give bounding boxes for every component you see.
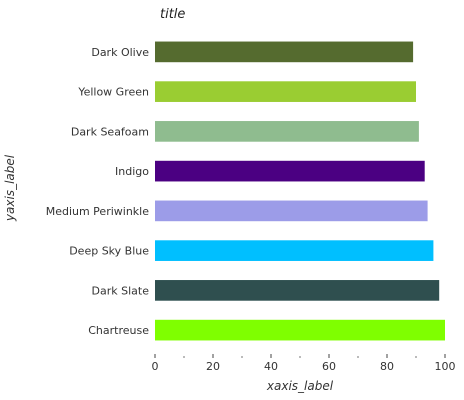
x-axis-label: xaxis_label xyxy=(266,379,334,393)
category-label: Yellow Green xyxy=(77,86,149,99)
bars-group xyxy=(155,41,445,341)
x-tick-label: 80 xyxy=(380,360,394,373)
x-tick-label: 100 xyxy=(435,360,456,373)
x-axis: 0 20 40 60 80 100 xyxy=(152,354,456,373)
bar-chartreuse xyxy=(155,319,445,341)
category-label: Medium Periwinkle xyxy=(46,205,150,218)
x-tick-label: 20 xyxy=(206,360,220,373)
bar-deep-sky-blue xyxy=(155,240,434,261)
x-tick-label: 60 xyxy=(322,360,336,373)
bar-yellow-green xyxy=(155,81,416,102)
bar-dark-slate xyxy=(155,280,440,301)
category-label: Indigo xyxy=(115,165,149,178)
x-tick-label: 40 xyxy=(264,360,278,373)
category-label: Dark Seafoam xyxy=(71,125,149,138)
bar-dark-seafoam xyxy=(155,121,419,142)
category-label: Deep Sky Blue xyxy=(69,245,149,258)
bar-indigo xyxy=(155,160,425,182)
category-labels: Dark Olive Yellow Green Dark Seafoam Indigo… xyxy=(46,46,150,337)
category-label: Chartreuse xyxy=(88,324,149,337)
category-label: Dark Slate xyxy=(92,284,150,297)
y-axis-label: yaxis_label xyxy=(3,154,17,222)
bar-medium-periwinkle xyxy=(155,200,428,222)
category-label: Dark Olive xyxy=(91,46,149,59)
bar-dark-olive xyxy=(155,41,414,63)
chart-title: title xyxy=(160,7,185,22)
x-tick-label: 0 xyxy=(152,360,159,373)
